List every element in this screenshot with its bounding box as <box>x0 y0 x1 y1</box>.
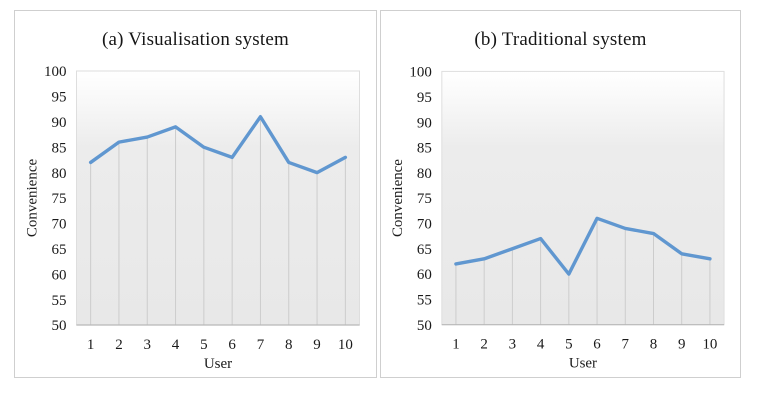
x-tick-label: 7 <box>257 337 265 353</box>
y-tick-label: 80 <box>417 166 432 182</box>
x-tick-label: 5 <box>200 337 208 353</box>
chart-title-traditional: (b) Traditional system <box>474 29 647 50</box>
y-tick-label: 90 <box>417 115 432 131</box>
x-tick-label: 3 <box>509 337 516 353</box>
y-tick-label: 55 <box>52 293 67 309</box>
x-tick-label: 2 <box>480 337 487 353</box>
plot-area-bg <box>76 70 360 326</box>
x-axis-title: User <box>204 356 232 372</box>
x-tick-label: 7 <box>622 337 630 353</box>
y-tick-label: 100 <box>44 64 67 80</box>
x-tick-label: 5 <box>565 337 572 353</box>
x-tick-label: 4 <box>172 337 180 353</box>
y-tick-label: 95 <box>52 90 67 106</box>
data-line <box>88 115 348 175</box>
x-tick-label: 6 <box>593 337 601 353</box>
y-axis-title: Convenience <box>25 159 41 238</box>
y-tick-label: 75 <box>52 191 67 207</box>
x-tick-label: 6 <box>228 337 236 353</box>
y-tick-label: 50 <box>417 318 432 334</box>
y-tick-label: 80 <box>52 166 67 182</box>
line-chart-visualisation: 100 95 90 85 80 75 70 65 60 55 50 1 2 3 4 5 6 7 8 9 10 Conven… <box>25 64 360 372</box>
y-tick-label: 55 <box>417 293 432 309</box>
x-tick-label: 4 <box>537 337 545 353</box>
x-tick-label: 8 <box>650 337 657 353</box>
panel-traditional-system: (b) Traditional system 100 95 90 85 80 75 70 65… <box>380 10 741 378</box>
y-tick-label: 65 <box>417 242 432 258</box>
x-tick-label: 9 <box>678 337 685 353</box>
y-tick-label: 70 <box>52 217 67 233</box>
y-tick-label: 70 <box>417 217 432 233</box>
y-tick-label: 95 <box>417 90 432 106</box>
data-line <box>454 216 712 276</box>
y-tick-label: 65 <box>52 242 67 258</box>
x-tick-label: 1 <box>452 337 459 353</box>
y-tick-label: 85 <box>52 140 67 156</box>
x-tick-label: 10 <box>338 337 353 353</box>
x-tick-label: 9 <box>313 337 321 353</box>
plot-area-bg <box>441 70 725 326</box>
x-tick-label: 8 <box>285 337 293 353</box>
panel-visualisation-system: (a) Visualisation system 100 95 90 85 80 75 70… <box>14 10 377 378</box>
x-tick-label: 10 <box>702 337 717 353</box>
y-tick-label: 60 <box>417 267 432 283</box>
line-chart-traditional: 100 95 90 85 80 75 70 65 60 55 50 1 2 3 4 5 6 7 8 9 10 Conven… <box>390 65 725 372</box>
y-tick-label: 90 <box>52 115 67 131</box>
x-tick-label: 3 <box>144 337 152 353</box>
y-tick-label: 50 <box>52 318 67 334</box>
y-axis-title: Convenience <box>390 159 406 237</box>
y-tick-label: 100 <box>409 65 431 81</box>
panels-row: (a) Visualisation system 100 95 90 85 80 75 70… <box>14 10 741 378</box>
y-tick-label: 85 <box>417 141 432 157</box>
x-tick-label: 2 <box>115 337 123 353</box>
x-axis-title: User <box>569 356 597 372</box>
y-tick-label: 75 <box>417 191 432 207</box>
x-tick-label: 1 <box>87 337 95 353</box>
chart-title-visualisation: (a) Visualisation system <box>102 29 289 50</box>
y-tick-label: 60 <box>52 267 67 283</box>
